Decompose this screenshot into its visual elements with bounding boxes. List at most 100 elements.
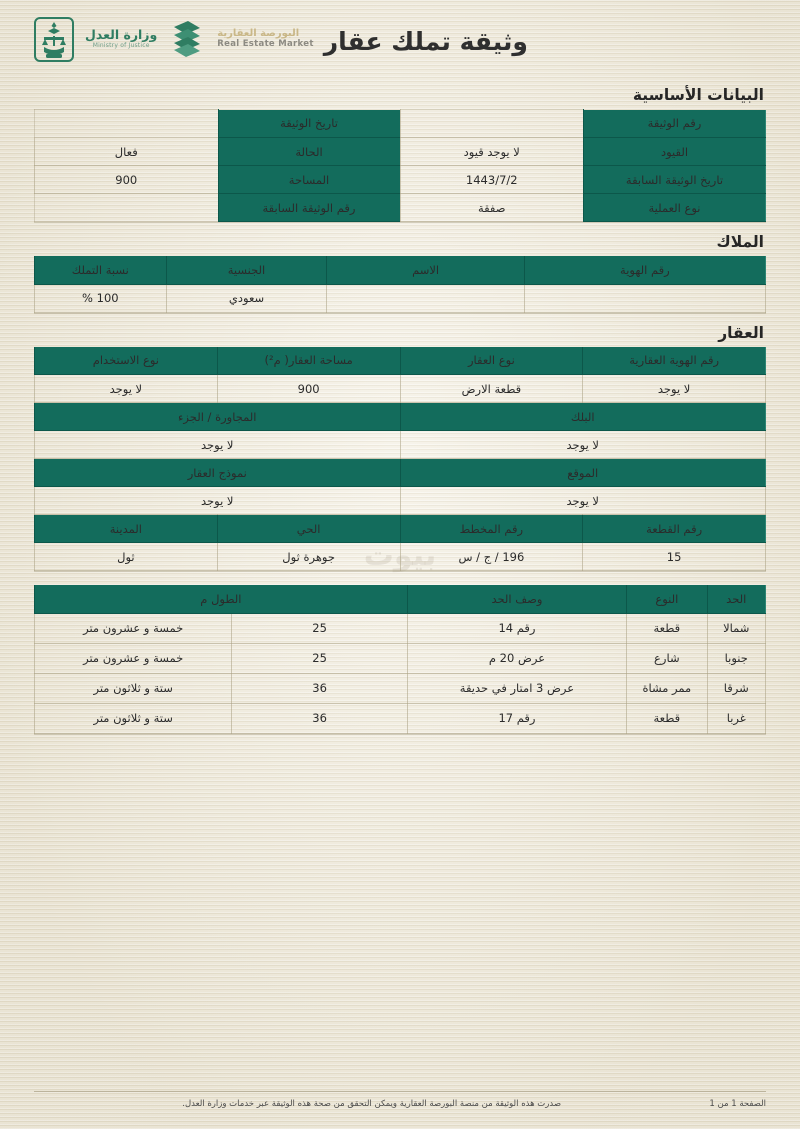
platform-name-en: Real Estate Market [217, 38, 314, 49]
page-indicator: الصفحة 1 من 1 [709, 1099, 766, 1109]
owners-header-nationality: الجنسية [165, 256, 328, 285]
basic-label-restrictions: القيود [583, 137, 766, 166]
boundaries-header-type: النوع [626, 585, 708, 614]
boundaries-cell-side: غربا [706, 702, 767, 734]
property-value-district: جوهرة ثول [216, 542, 401, 571]
owners-cell-name [326, 283, 525, 313]
boundaries-cell-side: جنوبا [706, 642, 767, 674]
footer-note: صدرت هذه الوثيقة من منصة البورصة العقاري… [182, 1099, 562, 1109]
property-value-real-estate-id: لا يوجد [582, 374, 766, 403]
basic-value-transaction-type: صفقة [399, 193, 584, 222]
property-header-plan-number: رقم المخطط [399, 514, 584, 543]
boundaries-cell-side: شمالا [706, 612, 767, 644]
table-row: تاريخ الوثيقة السابقة 1443/7/2 المساحة 9… [34, 165, 766, 194]
table-row: القيود لا يوجد قيود الحالة فعال [34, 137, 766, 166]
table-row: لا يوجد قطعة الارض 900 لا يوجد [34, 374, 766, 403]
basic-value-document-date [34, 109, 219, 138]
property-header-city: المدينة [34, 514, 218, 543]
table-row: شرقا ممر مشاة عرض 3 امتار في حديقة 36 ست… [33, 672, 767, 704]
property-header-block: البلك [399, 402, 766, 431]
boundaries-cell-length-text: ستة و ثلاثون متر [33, 672, 233, 704]
table-row: نوع العملية صفقة رقم الوثيقة السابقة [34, 193, 766, 222]
chevron-stack-logo-icon [174, 21, 201, 57]
property-value-block: لا يوجد [399, 430, 766, 459]
property-value-location: لا يوجد [399, 486, 766, 515]
boundaries-cell-length-number: 36 [231, 702, 408, 734]
table-row: لا يوجد لا يوجد [34, 430, 766, 459]
platform-name-ar: البورصة العقارية [217, 28, 300, 40]
table-header-row: البلك المجاورة / الجزء [34, 402, 766, 431]
property-header-real-estate-id: رقم الهوية العقارية [582, 346, 766, 375]
table-row: رقم الوثيقة تاريخ الوثيقة [34, 109, 766, 138]
property-header-area: مساحة العقار( م²) [216, 346, 401, 375]
boundaries-cell-length-number: 25 [231, 612, 408, 644]
property-header-model: نموذج العقار [34, 458, 401, 487]
owners-cell-share: 100 % [34, 283, 167, 313]
basic-value-restrictions: لا يوجد قيود [399, 137, 584, 166]
boundaries-header-side: الحد [706, 585, 767, 614]
property-header-location: الموقع [399, 458, 766, 487]
document-footer: الصفحة 1 من 1 صدرت هذه الوثيقة من منصة ا… [34, 1091, 766, 1109]
basic-label-document-number: رقم الوثيقة [583, 109, 766, 138]
owners-header-name: الاسم [326, 256, 525, 285]
property-header-district: الحي [216, 514, 401, 543]
table-header-row: الموقع نموذج العقار [34, 458, 766, 487]
owners-cell-id [523, 283, 767, 313]
basic-label-previous-document-number: رقم الوثيقة السابقة [217, 193, 401, 222]
table-row: جنوبا شارع عرض 20 م 25 خمسة و عشرون متر [33, 642, 767, 674]
property-value-plan-number: 196 / ج / س [399, 542, 584, 571]
basic-label-transaction-type: نوع العملية [583, 193, 766, 222]
table-row: سعودي 100 % [34, 283, 767, 313]
basic-value-document-number [399, 109, 584, 138]
boundaries-cell-description: رقم 14 [406, 612, 628, 644]
basic-label-previous-document-date: تاريخ الوثيقة السابقة [583, 165, 766, 194]
boundaries-cell-length-text: ستة و ثلاثون متر [33, 702, 233, 734]
property-header-neighborhood-part: المجاورة / الجزء [34, 402, 401, 431]
owners-table: رقم الهوية الاسم الجنسية نسبة التملك سعو… [34, 256, 767, 313]
boundaries-cell-type: شارع [626, 642, 708, 674]
boundaries-cell-description: عرض 20 م [406, 642, 628, 674]
boundaries-cell-length-text: خمسة و عشرون متر [33, 612, 233, 644]
property-value-type: قطعة الارض [399, 374, 584, 403]
boundaries-cell-type: قطعة [626, 702, 708, 734]
boundaries-cell-type: قطعة [626, 612, 708, 644]
owners-header-share: نسبة التملك [34, 256, 167, 285]
property-value-usage-type: لا يوجد [34, 374, 218, 403]
document-header: وزارة العدل Ministry of Justice البورصة … [34, 0, 766, 78]
boundaries-cell-length-number: 36 [231, 672, 408, 704]
ministry-name-ar: وزارة العدل [85, 26, 158, 42]
table-row: لا يوجد لا يوجد [34, 486, 766, 515]
basic-value-previous-document-date: 1443/7/2 [399, 165, 584, 194]
boundaries-cell-length-text: خمسة و عشرون متر [33, 642, 233, 674]
table-row: غربا قطعة رقم 17 36 ستة و ثلاثون متر [33, 702, 767, 734]
basic-label-status: الحالة [217, 137, 401, 166]
property-header-plot-number: رقم القطعة [582, 514, 766, 543]
basic-label-area: المساحة [217, 165, 401, 194]
property-value-model: لا يوجد [34, 486, 401, 515]
section-title-basic-data: البيانات الأساسية [632, 86, 764, 104]
basic-label-document-date: تاريخ الوثيقة [217, 109, 401, 138]
property-value-plot-number: 15 [582, 542, 766, 571]
property-value-neighborhood-part: لا يوجد [34, 430, 401, 459]
table-row: شمالا قطعة رقم 14 25 خمسة و عشرون متر [33, 612, 767, 644]
platform-wordmark: البورصة العقارية Real Estate Market [217, 28, 313, 49]
boundaries-cell-description: عرض 3 امتار في حديقة [406, 672, 628, 704]
section-title-property: العقار [718, 323, 764, 342]
table-row: 15 196 / ج / س جوهرة ثول ثول [34, 542, 766, 571]
basic-value-status: فعال [34, 137, 219, 166]
property-value-city: ثول [34, 542, 218, 571]
owners-header-id: رقم الهوية [523, 256, 767, 285]
boundaries-cell-type: ممر مشاة [626, 672, 708, 704]
boundaries-cell-description: رقم 17 [406, 702, 628, 734]
ministry-wordmark: وزارة العدل Ministry of Justice [85, 26, 158, 50]
basic-value-area: 900 [34, 165, 219, 194]
boundaries-cell-side: شرقا [706, 672, 767, 704]
table-header-row: الحد النوع وصف الحد الطول م [34, 585, 767, 614]
table-header-row: رقم الهوية العقارية نوع العقار مساحة الع… [34, 346, 766, 375]
page-title: وثيقة تملك عقار [323, 26, 528, 56]
property-value-area: 900 [216, 374, 401, 403]
ministry-name-en: Ministry of Justice [92, 42, 150, 50]
boundaries-table: الحد النوع وصف الحد الطول م شمالا قطعة ر… [33, 585, 767, 734]
boundaries-cell-length-number: 25 [231, 642, 408, 674]
